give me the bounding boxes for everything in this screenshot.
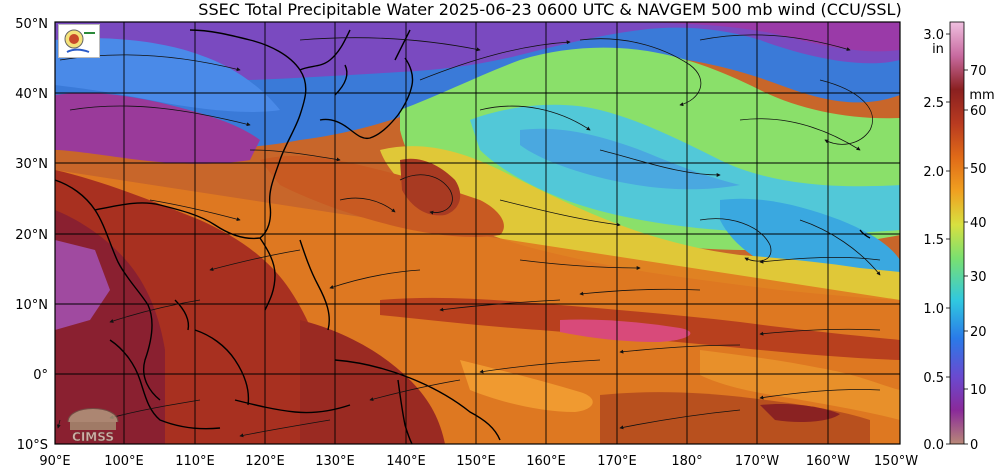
colorbar-mm-tick: 20 [970,325,987,340]
cimss-logo: CIMSS [58,392,128,444]
institution-logo [58,24,100,58]
lon-label: 170°W [735,454,779,469]
lon-label: 180° [671,454,702,469]
colorbar-inch-unit: in [932,42,944,57]
colorbar-mm-tick: 40 [970,216,987,231]
lat-label: 10°N [15,298,48,313]
lon-label: 160°W [806,454,850,469]
colorbar: in mm 3.0 2.5 2.0 1 [923,21,995,453]
latitude-labels: 50°N 40°N 30°N 20°N 10°N 0° 10°S [15,17,48,453]
colorbar-inch-tick: 0.5 [923,371,944,386]
lon-label: 150°E [456,454,496,469]
colorbar-mm-tick: 30 [970,270,987,285]
colorbar-inch-tick: 2.0 [923,165,944,180]
cimss-logo-text: CIMSS [72,430,114,444]
coastlines [55,29,871,444]
lat-label: 10°S [17,438,48,453]
colorbar-mm-unit: mm [969,88,994,103]
tpw-field [55,22,900,444]
colorbar-mm-tick: 70 [970,64,987,79]
lon-label: 110°E [175,454,215,469]
colorbar-inch-tick: 1.0 [923,302,944,317]
colorbar-inch-tick: 3.0 [923,28,944,43]
lat-label: 0° [33,368,48,383]
lon-label: 160°E [526,454,566,469]
lat-label: 40°N [15,87,48,102]
lat-label: 20°N [15,228,48,243]
graticule [55,22,900,444]
lon-label: 150°W [874,454,918,469]
colorbar-inch-tick: 2.5 [923,96,944,111]
colorbar-inch-tick: 0.0 [923,438,944,453]
lon-label: 100°E [104,454,144,469]
map-frame [54,21,901,445]
colorbar-mm-tick: 50 [970,162,987,177]
wind-streamlines [56,34,881,438]
lon-label: 120°E [245,454,285,469]
lon-label: 90°E [39,454,70,469]
lon-label: 170°E [597,454,637,469]
colorbar-mm-tick: 60 [970,104,987,119]
colorbar-inch-tick: 1.5 [923,233,944,248]
lat-label: 30°N [15,157,48,172]
lat-label: 50°N [15,17,48,32]
colorbar-mm-tick: 0 [970,438,978,453]
longitude-labels: 90°E 100°E 110°E 120°E 130°E 140°E 150°E… [39,454,918,469]
chart-title: SSEC Total Precipitable Water 2025-06-23… [198,0,902,19]
lon-label: 140°E [386,454,426,469]
lon-label: 130°E [315,454,355,469]
colorbar-mm-tick: 10 [970,383,987,398]
colorbar-gradient [949,21,965,445]
